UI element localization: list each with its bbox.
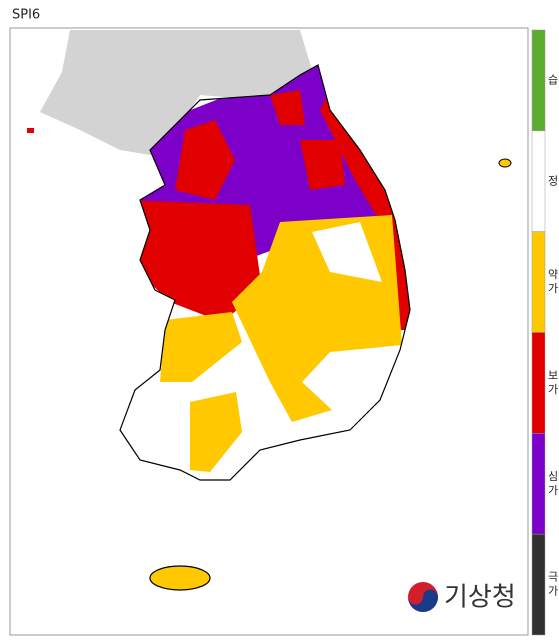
legend-label: 보 — [548, 369, 558, 382]
legend-label: 가 — [548, 484, 558, 497]
jeju — [149, 565, 211, 591]
legend-label: 가 — [548, 383, 558, 396]
island — [27, 128, 34, 133]
legend-swatch — [531, 29, 546, 132]
legend-label: 심 — [548, 470, 558, 483]
map-title: SPI6 — [12, 8, 40, 23]
region — [312, 222, 382, 282]
region — [175, 120, 235, 200]
legend-label: 가 — [548, 585, 558, 598]
legend-swatch — [531, 533, 546, 636]
legend-label: 정 — [548, 174, 558, 187]
map-frame — [9, 27, 529, 636]
region — [270, 90, 305, 125]
legend-label: 극 — [548, 571, 558, 584]
logo: 기상청 — [408, 582, 516, 613]
korea-outline — [119, 64, 411, 481]
region — [300, 140, 345, 190]
legend-swatch — [531, 130, 546, 232]
legend-label: 가 — [548, 282, 558, 295]
legend-label: 습 — [548, 73, 558, 86]
logo-mark — [408, 589, 438, 612]
region — [190, 392, 242, 472]
legend-swatch — [531, 231, 546, 333]
legend-label: 약 — [548, 267, 558, 281]
region — [160, 312, 242, 382]
north-landmass — [40, 30, 312, 155]
logo-text: 기상청 — [444, 583, 516, 613]
ulleung — [498, 158, 512, 168]
region — [128, 200, 262, 322]
legend-swatch — [531, 433, 546, 535]
legend-swatch — [531, 332, 546, 434]
